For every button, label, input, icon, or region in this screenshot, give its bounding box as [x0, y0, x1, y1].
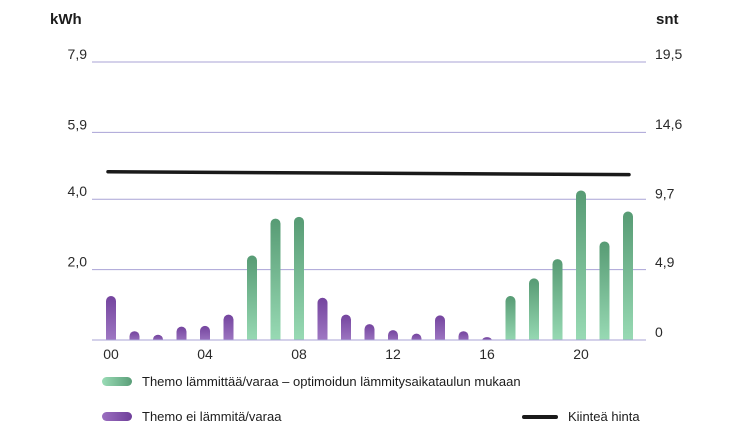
- legend-swatch-fixed-price: [522, 414, 558, 419]
- y-left-tick-label: 2,0: [68, 254, 88, 270]
- bar-not-heating: [341, 314, 351, 344]
- bar-heating: [247, 255, 257, 344]
- x-tick-label: 00: [103, 346, 119, 362]
- bar-not-heating: [364, 324, 375, 344]
- y-right-tick-label: 4,9: [655, 254, 675, 270]
- legend-label-not-heating: Themo ei lämmitä/varaa: [142, 409, 282, 424]
- bar-not-heating: [200, 325, 210, 344]
- legend-item-heating: Themo lämmittää/varaa – optimoidun lämmi…: [102, 374, 521, 389]
- x-tick-label: 04: [197, 346, 213, 362]
- y-right-tick-label: 14,6: [655, 116, 682, 132]
- y-right-tick-label: 19,5: [655, 46, 682, 62]
- y-left-tick-label: 5,9: [68, 116, 88, 132]
- x-tick-label: 12: [385, 346, 401, 362]
- bar-not-heating: [317, 297, 328, 344]
- x-tick-label: 08: [291, 346, 307, 362]
- bar-heating: [599, 241, 610, 344]
- bar-not-heating: [223, 314, 234, 344]
- baseline-mask: [92, 340, 646, 348]
- x-tick-label: 20: [573, 346, 589, 362]
- legend-item-fixed-price: Kiinteä hinta: [522, 409, 640, 424]
- legend-swatch-not-heating: [102, 412, 132, 421]
- fixed-price-line: [106, 170, 631, 177]
- y-right-unit: snt: [656, 11, 679, 28]
- x-tick-label: 16: [479, 346, 495, 362]
- bar-heating: [552, 259, 563, 344]
- legend-label-heating: Themo lämmittää/varaa – optimoidun lämmi…: [142, 374, 521, 389]
- bar-heating: [505, 296, 516, 344]
- bar-not-heating: [435, 315, 445, 344]
- y-left-tick-label: 7,9: [68, 46, 88, 62]
- bar-heating: [623, 211, 633, 344]
- bar-not-heating: [106, 296, 116, 344]
- bar-heating: [529, 278, 539, 344]
- y-left-tick-label: 4,0: [68, 183, 88, 199]
- legend-label-fixed-price: Kiinteä hinta: [568, 409, 640, 424]
- y-left-unit: kWh: [50, 11, 82, 28]
- legend-item-not-heating: Themo ei lämmitä/varaa: [102, 409, 281, 424]
- bar-heating: [576, 190, 586, 344]
- legend-swatch-heating: [102, 377, 132, 386]
- y-right-tick-label: 9,7: [655, 186, 675, 202]
- bar-heating: [294, 216, 304, 344]
- bar-heating: [270, 218, 281, 344]
- y-right-tick-label: 0: [655, 324, 663, 340]
